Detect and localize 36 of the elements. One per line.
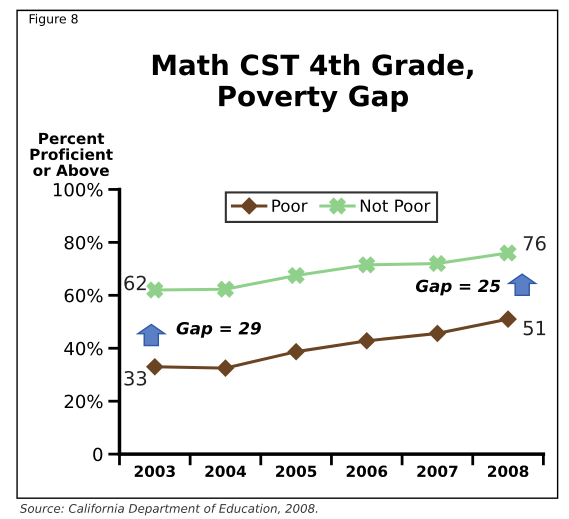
point	[428, 324, 446, 342]
x-tick-label: 2008	[488, 466, 528, 478]
point	[500, 244, 516, 262]
annotation: Gap = 25	[416, 280, 500, 296]
point	[288, 343, 305, 360]
point	[500, 310, 517, 328]
data-label: 33	[124, 370, 146, 386]
x-tick-label: 2006	[346, 466, 388, 478]
data-label: 76	[524, 236, 546, 251]
point	[429, 255, 446, 272]
caption: Figure 8	[30, 14, 78, 26]
point	[288, 267, 304, 284]
x-tick-label: 2004	[205, 466, 246, 478]
point	[358, 332, 376, 350]
y-tick-label: 0	[93, 448, 102, 462]
x-tick-label: 2003	[134, 466, 175, 478]
data-label: 62	[124, 276, 146, 290]
legend-label: Poor	[272, 200, 308, 212]
point	[358, 256, 376, 274]
y-tick-label: 60%	[64, 288, 103, 302]
y-tick-label: 100%	[54, 182, 103, 197]
y-tick-label: 80%	[64, 236, 103, 250]
source-note: Source: California Department of Education, 2008.	[20, 504, 318, 516]
data-label: 51	[524, 320, 546, 336]
point	[146, 358, 164, 376]
x-tick-label: 2005	[276, 466, 316, 478]
legend-label: Not Poor	[360, 200, 430, 212]
chart-title: Math CST 4th Grade, Poverty Gap	[152, 54, 473, 112]
y-tick-label: 40%	[64, 342, 103, 356]
annotation: Gap = 29	[176, 322, 261, 338]
point	[217, 280, 234, 298]
y-axis-title: Percent Proficient or Above	[30, 132, 113, 176]
y-tick-label: 20%	[64, 394, 103, 408]
point	[146, 282, 164, 298]
x-tick-label: 2007	[417, 466, 458, 478]
point	[216, 360, 234, 377]
